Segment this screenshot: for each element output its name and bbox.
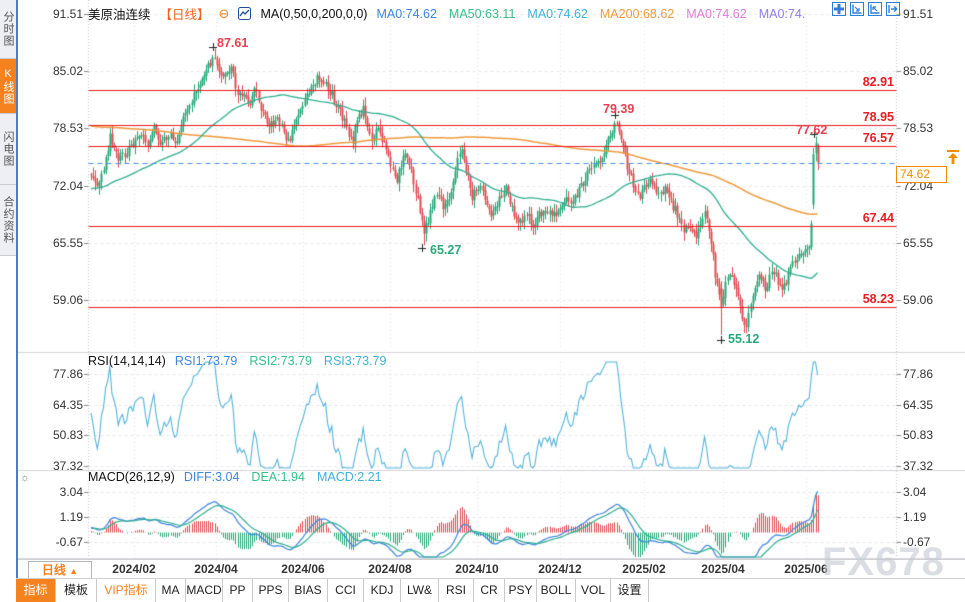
current-price-box: 74.62 — [896, 166, 947, 183]
sidebar-filler — [0, 256, 16, 596]
sidebar-item-active[interactable]: K线图 — [0, 59, 16, 114]
toolbar-tab[interactable]: LW& — [401, 579, 439, 602]
rsi-title: RSI(14,14,14) — [88, 354, 166, 368]
period-selector-label: 日线 — [41, 563, 66, 577]
toolbar-tab[interactable]: 模板 — [56, 579, 97, 602]
macd-value: DIFF:3.04 — [183, 470, 240, 484]
toolbar-tab[interactable]: PSY — [505, 579, 537, 602]
zoom-out-icon[interactable] — [850, 2, 864, 16]
sidebar-item-tab[interactable]: 合约资料 — [0, 185, 16, 256]
time-axis-label: 2024/12 — [538, 562, 582, 576]
toolbar-tab[interactable]: 设置 — [611, 579, 649, 602]
sidebar-item-tab[interactable]: 分时图 — [0, 0, 16, 59]
ma-value: MA0:74.62 — [527, 6, 588, 21]
rsi-header: RSI(14,14,14) RSI1:73.79 RSI2:73.79 RSI3:7… — [88, 354, 386, 368]
indicator-toolbar: 指标 模板 VIP指标 MA MACD PP PPS BIAS CCI KDJ LW& RSI CR PS… — [16, 578, 965, 602]
rsi-value: RSI3:73.79 — [323, 354, 387, 368]
toolbar-tab[interactable]: BIAS — [289, 579, 328, 602]
indicator-settings-icon[interactable]: ☼ — [20, 472, 31, 484]
macd-values: DIFF:3.04 DEA:1.94 MACD:2.21 — [184, 470, 382, 484]
macd-header: MACD(26,12,9) DIFF:3.04 DEA:1.94 MACD:2.21 — [88, 470, 382, 484]
time-axis: 日线 ▲ 2024/02 2024/04 2024/06 2024/08 2024/10… — [16, 559, 965, 579]
period-selector[interactable]: 日线 ▲ — [28, 561, 92, 579]
sidebar-item-tab[interactable]: 闪电图 — [0, 114, 16, 185]
ma-value: MA50:63.11 — [448, 6, 516, 21]
toolbar-tab[interactable]: 指标 — [16, 579, 56, 602]
collapse-icon[interactable]: ⊖ — [218, 5, 230, 21]
time-axis-label: 2025/02 — [622, 562, 666, 576]
period-label: 【日线】 — [159, 8, 210, 22]
ma-formula: MA(0,50,0,200,0,0) — [260, 6, 368, 21]
toolbar-tab[interactable]: CR — [474, 579, 505, 602]
toolbar-tab[interactable]: VIP指标 — [97, 579, 156, 602]
macd-value: DEA:1.94 — [251, 470, 305, 484]
chart-type-icon[interactable] — [238, 7, 252, 20]
toolbar-tab[interactable]: PPS — [253, 579, 289, 602]
time-axis-label: 2025/06 — [784, 562, 828, 576]
chart-canvas[interactable] — [0, 0, 965, 560]
time-axis-label: 2025/04 — [701, 562, 745, 576]
chart-tool-icons — [832, 2, 900, 16]
toolbar-tab[interactable]: BOLL — [537, 579, 576, 602]
rsi-value: RSI1:73.79 — [174, 354, 238, 368]
rsi-value: RSI2:73.79 — [249, 354, 312, 368]
time-axis-label: 2024/08 — [368, 562, 412, 576]
jump-to-latest-icon[interactable] — [945, 149, 961, 165]
left-sidebar: 分时图 K线图 闪电图 合约资料 — [0, 0, 18, 602]
toolbar-tab[interactable]: MA — [156, 579, 186, 602]
toolbar-tab[interactable]: KDJ — [364, 579, 401, 602]
chevron-up-icon: ▲ — [69, 566, 79, 576]
rsi-values: RSI1:73.79 RSI2:73.79 RSI3:73.79 — [175, 354, 387, 368]
ma-values: MA0:74.62 MA50:63.11 MA0:74.62 MA200:68.62 M… — [376, 7, 805, 21]
macd-value: MACD:2.21 — [316, 470, 382, 484]
ma-value: MA0:74.62 — [686, 6, 747, 21]
main-chart-header: 美原油连续 【日线】 ⊖ MA(0,50,0,200,0,0) MA0:74.6… — [88, 4, 805, 23]
zoom-in-icon[interactable] — [868, 2, 882, 16]
time-axis-label: 2024/10 — [455, 562, 499, 576]
next-page-icon[interactable] — [886, 2, 900, 16]
ma-value: MA200:68.62 — [599, 6, 675, 21]
time-axis-label: 2024/04 — [194, 562, 238, 576]
toolbar-tab[interactable]: RSI — [439, 579, 474, 602]
toolbar-tab[interactable]: CCI — [328, 579, 364, 602]
toolbar-tab[interactable]: VOL — [576, 579, 611, 602]
ma-value: MA0:74.62 — [376, 6, 437, 21]
instrument-title: 美原油连续 — [88, 8, 151, 22]
toolbar-tab[interactable]: MACD — [186, 579, 223, 602]
macd-title: MACD(26,12,9) — [88, 470, 175, 484]
time-axis-label: 2024/02 — [112, 562, 156, 576]
pan-icon[interactable] — [832, 2, 846, 16]
time-axis-label: 2024/06 — [281, 562, 325, 576]
toolbar-tab[interactable]: PP — [223, 579, 253, 602]
ma-value: MA0:74. — [758, 6, 806, 21]
